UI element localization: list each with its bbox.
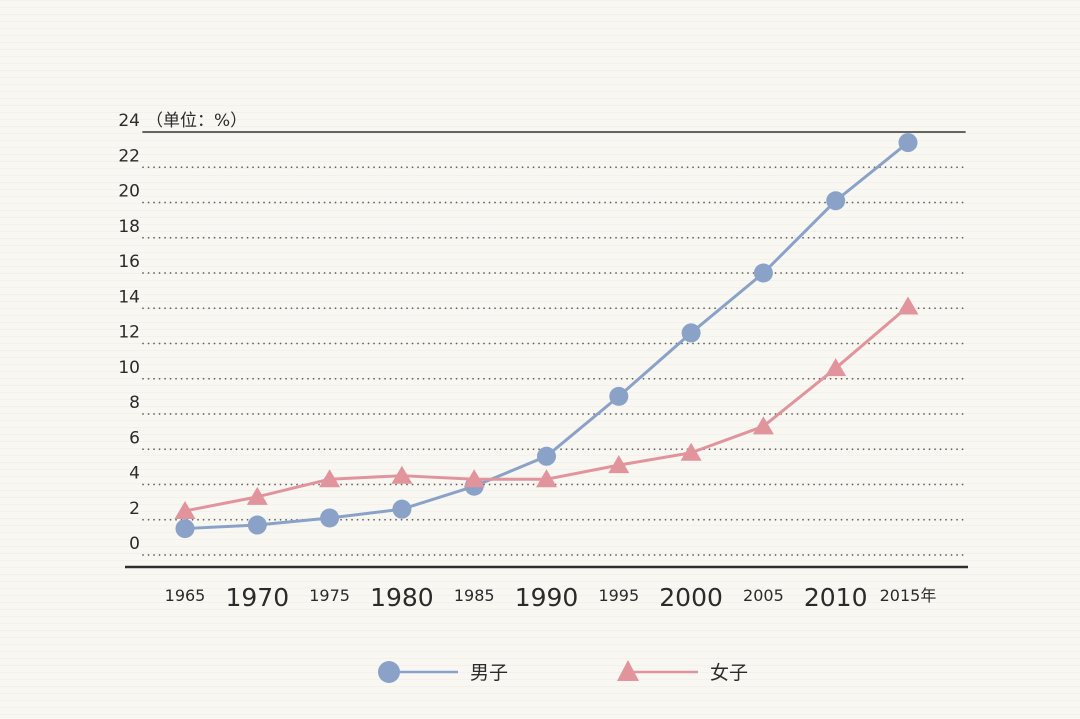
svg-text:2010: 2010 [804, 583, 868, 612]
svg-text:18: 18 [118, 217, 140, 237]
svg-text:2000: 2000 [659, 583, 723, 612]
svg-text:22: 22 [118, 146, 140, 166]
svg-text:1995: 1995 [598, 586, 639, 605]
x-axis-labels: 1965 1970 1975 1980 1985 1990 1995 2000 2005 2010… [165, 583, 937, 612]
data-point-circle [392, 500, 411, 519]
svg-text:8: 8 [129, 393, 140, 413]
unit-label: （单位：%） [146, 111, 247, 131]
svg-text:1990: 1990 [515, 583, 579, 612]
svg-text:2: 2 [129, 499, 140, 519]
legend-label: 女子 [710, 662, 748, 684]
svg-text:12: 12 [118, 323, 140, 343]
data-point-circle [320, 508, 339, 527]
svg-text:1965: 1965 [165, 586, 206, 605]
svg-text:10: 10 [118, 358, 140, 378]
svg-text:2015年: 2015年 [880, 586, 937, 605]
data-point-triangle [898, 296, 919, 314]
legend-label: 男子 [470, 662, 508, 684]
svg-text:0: 0 [129, 534, 140, 554]
svg-text:24: 24 [118, 111, 140, 131]
data-point-circle [682, 323, 701, 342]
svg-text:6: 6 [129, 428, 140, 448]
legend-male-marker-icon [378, 661, 400, 683]
svg-text:16: 16 [118, 252, 140, 272]
svg-text:4: 4 [129, 464, 140, 484]
data-point-triangle [681, 443, 702, 461]
data-point-circle [826, 191, 845, 210]
svg-text:1980: 1980 [370, 583, 434, 612]
svg-text:20: 20 [118, 182, 140, 202]
svg-text:1975: 1975 [309, 586, 350, 605]
svg-text:1985: 1985 [454, 586, 495, 605]
svg-text:2005: 2005 [743, 586, 784, 605]
series-female [175, 296, 919, 518]
data-point-circle [176, 519, 195, 538]
data-point-circle [754, 264, 773, 283]
legend-female-marker-icon [617, 660, 639, 681]
svg-text:1970: 1970 [225, 583, 289, 612]
data-point-circle [609, 387, 628, 406]
data-point-circle [537, 447, 556, 466]
data-point-circle [248, 516, 267, 535]
svg-text:14: 14 [118, 287, 140, 307]
legend: 男子 女子 [378, 660, 748, 684]
data-point-circle [899, 133, 918, 152]
